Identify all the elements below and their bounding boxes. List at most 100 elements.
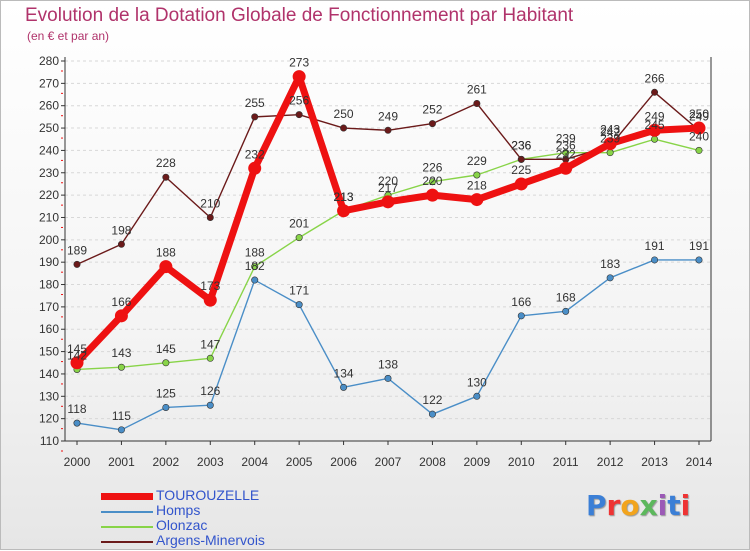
data-point: [603, 137, 617, 151]
data-point: [337, 204, 351, 218]
logo-letter: i: [657, 489, 668, 522]
data-point: [206, 401, 214, 409]
data-point: [251, 263, 259, 271]
data-label: 182: [245, 259, 265, 273]
data-label: 249: [645, 109, 665, 123]
logo-letter: x: [639, 489, 658, 522]
data-point: [425, 188, 439, 202]
data-label: 232: [245, 147, 265, 161]
data-label: 250: [334, 107, 354, 121]
data-label: 256: [289, 94, 309, 108]
data-label: 126: [200, 384, 220, 398]
y-tick-label: 210: [39, 210, 59, 224]
data-point: [606, 274, 614, 282]
data-label: 173: [200, 279, 220, 293]
data-label: 261: [467, 82, 487, 96]
data-label: 225: [511, 163, 531, 177]
data-label: 245: [645, 118, 665, 132]
data-point: [206, 213, 214, 221]
x-tick-label: 2001: [108, 455, 135, 469]
data-point: [384, 126, 392, 134]
x-tick-label: 2010: [508, 455, 535, 469]
data-point: [470, 193, 484, 207]
data-label: 201: [289, 217, 309, 231]
data-point: [295, 234, 303, 242]
data-point: [606, 149, 614, 157]
data-point: [162, 173, 170, 181]
x-tick-label: 2000: [64, 455, 91, 469]
x-tick-label: 2014: [686, 455, 713, 469]
data-label: 228: [156, 156, 176, 170]
data-point: [651, 256, 659, 264]
data-label: 217: [378, 181, 398, 195]
legend-label: Argens-Minervois: [156, 532, 265, 548]
y-tick-label: 130: [39, 389, 59, 403]
data-point: [517, 312, 525, 320]
y-tick-label: 140: [39, 367, 59, 381]
data-label: 191: [645, 239, 665, 253]
data-point: [562, 307, 570, 315]
data-label: 266: [645, 71, 665, 85]
y-tick-label: 120: [39, 412, 59, 426]
data-point: [251, 113, 259, 121]
logo-letter: i: [680, 489, 691, 522]
data-point: [514, 177, 528, 191]
data-point: [473, 392, 481, 400]
data-label: 125: [156, 386, 176, 400]
y-tick-label: 170: [39, 300, 59, 314]
y-tick-label: 250: [39, 121, 59, 135]
data-label: 226: [422, 161, 442, 175]
data-point: [473, 99, 481, 107]
data-label: 220: [422, 174, 442, 188]
legend-label: Olonzac: [156, 517, 208, 533]
data-point: [428, 410, 436, 418]
data-label: 115: [112, 409, 131, 423]
y-tick-label: 110: [40, 434, 59, 448]
legend-swatch: [101, 541, 153, 543]
data-point: [73, 260, 81, 268]
data-point: [292, 70, 306, 84]
data-label: 171: [289, 284, 309, 298]
legend-label: TOUROUZELLE: [156, 487, 260, 503]
x-tick-label: 2006: [330, 455, 357, 469]
data-label: 198: [111, 223, 131, 237]
data-label: 118: [67, 402, 86, 416]
data-point: [159, 260, 173, 274]
data-point: [117, 363, 125, 371]
logo-letter: P: [586, 489, 607, 522]
data-label: 239: [600, 132, 620, 146]
y-tick-label: 180: [39, 278, 59, 292]
data-label: 134: [334, 366, 354, 380]
data-point: [384, 374, 392, 382]
data-label: 145: [156, 342, 176, 356]
x-tick-label: 2004: [241, 455, 268, 469]
data-point: [117, 426, 125, 434]
data-point: [73, 419, 81, 427]
y-tick-label: 200: [39, 233, 59, 247]
logo-letter: r: [606, 489, 621, 522]
data-point: [473, 171, 481, 179]
y-tick-label: 260: [39, 99, 59, 113]
data-label: 249: [378, 109, 398, 123]
y-tick-label: 270: [39, 76, 59, 90]
y-tick-label: 150: [39, 345, 59, 359]
x-tick-label: 2007: [375, 455, 402, 469]
data-point: [162, 359, 170, 367]
logo-letter: o: [620, 489, 640, 522]
x-tick-label: 2005: [286, 455, 313, 469]
data-label: 232: [556, 147, 576, 161]
data-point: [117, 240, 125, 248]
data-point: [203, 293, 217, 307]
y-tick-label: 280: [39, 54, 59, 68]
y-tick-label: 240: [39, 143, 59, 157]
x-tick-label: 2011: [553, 455, 579, 469]
data-label: 218: [467, 179, 487, 193]
x-tick-label: 2012: [597, 455, 624, 469]
logo-letter: t: [667, 489, 681, 522]
legend-swatch: [101, 511, 153, 513]
data-label: 143: [111, 346, 131, 360]
x-tick-label: 2013: [641, 455, 668, 469]
data-point: [651, 135, 659, 143]
legend-label: Homps: [156, 502, 201, 518]
